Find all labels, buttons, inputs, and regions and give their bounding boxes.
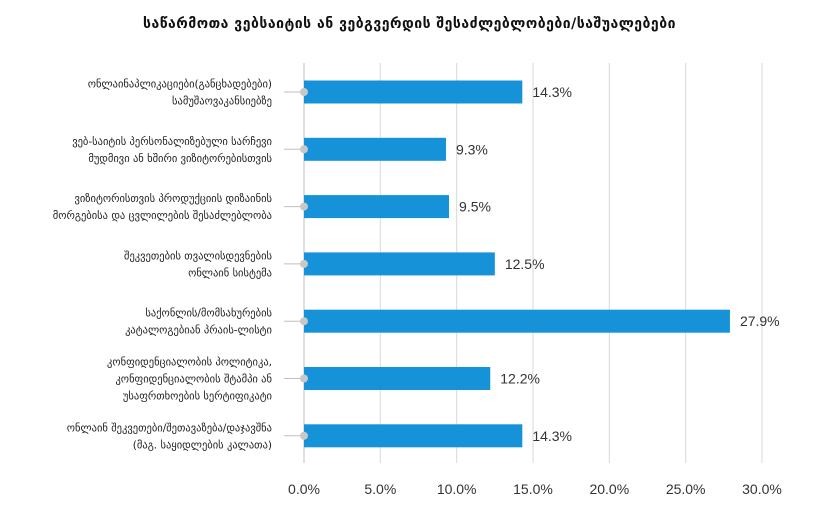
category-label-line: ონლაინ სისტემა — [188, 267, 272, 279]
x-tick-label: 15.0% — [513, 481, 553, 497]
category-marker — [300, 431, 308, 440]
category-label: შეკვეთების თვალისდევნების ონლაინ სისტემა — [124, 250, 272, 279]
x-tick-label: 20.0% — [589, 481, 629, 497]
data-label: 12.2% — [500, 371, 540, 387]
data-label: 14.3% — [532, 84, 572, 100]
bar — [304, 195, 450, 219]
chart-title: საწარმოთა ვებსაიტის ან ვებგვერდის შესაძლ… — [143, 16, 676, 32]
x-tick-label: 0.0% — [288, 481, 320, 497]
category-label: ვიზიტორისთვის პროდუქციის დიზაინის მორგები… — [53, 193, 272, 222]
category-label-line: კონფიდენციალობის პოლიტიკა, — [107, 357, 272, 369]
data-label: 9.3% — [456, 141, 488, 157]
data-label: 12.5% — [505, 256, 545, 272]
category-label: ონლაინაპლიკაციები(განცხადებები) სამუშაოვა… — [88, 79, 272, 108]
category-label-line: მუდმივი ან ხშირი ვიზიტორებისთვის — [88, 153, 272, 165]
bar — [304, 252, 495, 276]
category-label-line: ვიზიტორისთვის პროდუქციის დიზაინის — [74, 193, 272, 205]
bar — [304, 367, 491, 390]
category-label-line: ონლაინ შეკვეთები/შეთავაზება/დაჯავშნა — [67, 422, 272, 434]
x-tick-label: 30.0% — [742, 481, 782, 497]
category-marker — [300, 88, 308, 96]
x-tick-label: 5.0% — [364, 481, 396, 497]
bar — [304, 80, 523, 104]
category-label-line: შეკვეთების თვალისდევნების — [124, 250, 272, 262]
bar — [304, 137, 446, 161]
category-label-line: სამუშაოვაკანსიებზე — [172, 96, 272, 108]
category-label: კონფიდენციალობის პოლიტიკა, კონფიდენციალობ… — [107, 357, 272, 403]
data-label: 14.3% — [532, 428, 572, 444]
category-label-line: კატალოგებიან პრაის-ლისტი — [125, 325, 272, 337]
data-label: 27.9% — [740, 313, 780, 329]
category-marker — [300, 317, 308, 326]
bar — [304, 309, 730, 333]
category-marker — [300, 202, 308, 211]
x-tick-label: 25.0% — [666, 481, 706, 497]
category-label: საქონლის/მომსახურების კატალოგებიან პრაის-… — [125, 308, 272, 337]
category-label-line: ვებ-საიტის პერსონალიზებული სარჩევი — [72, 136, 272, 148]
category-label-line: (მაგ. საყიდლების კალათა) — [133, 439, 272, 451]
category-marker — [300, 374, 308, 383]
category-label-line: საქონლის/მომსახურების — [145, 308, 272, 320]
category-label-line: მორგებისა და ცვლილების შესაძლებლობა — [53, 210, 272, 222]
category-label: ვებ-საიტის პერსონალიზებული სარჩევი მუდმივ… — [72, 136, 272, 165]
category-label-line: ონლაინაპლიკაციები(განცხადებები) — [88, 79, 272, 91]
data-label: 9.5% — [459, 199, 491, 215]
category-label-line: კონფიდენციალობის შტამპი ან — [115, 374, 272, 386]
category-label-line: უსაფრთხოების სერტიფიკატი — [123, 391, 272, 403]
category-marker — [300, 145, 308, 154]
category-label: ონლაინ შეკვეთები/შეთავაზება/დაჯავშნა (მაგ… — [67, 422, 272, 451]
bar — [304, 424, 523, 448]
category-marker — [300, 259, 308, 268]
x-tick-label: 10.0% — [437, 481, 477, 497]
